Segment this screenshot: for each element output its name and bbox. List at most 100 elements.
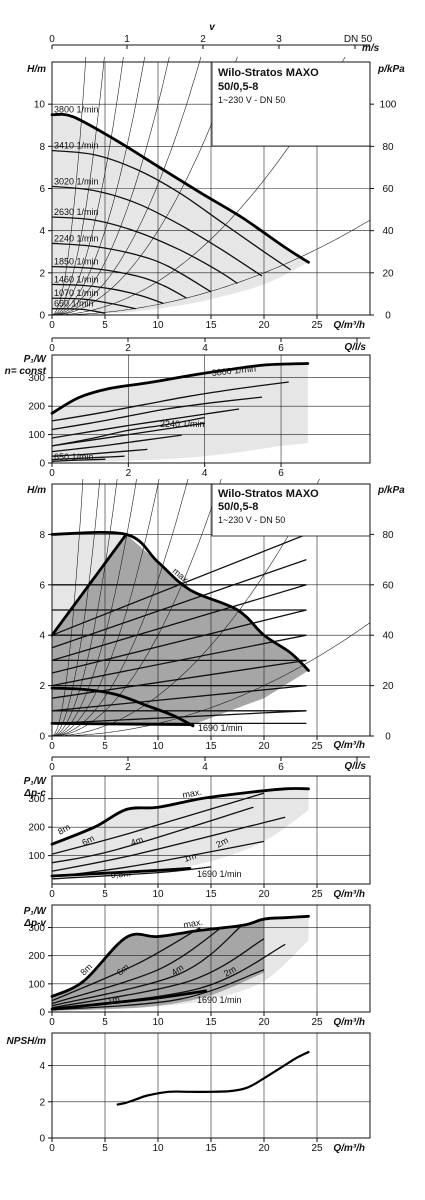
- y-tick-label: 300: [28, 794, 45, 805]
- secondary-x-axis: 0 2 4 6 Q/l/s: [49, 756, 370, 773]
- product-supply: 1~230 V - DN 50: [218, 515, 285, 525]
- y-tick-label: 100: [28, 430, 45, 441]
- y-tick-label: 100: [28, 851, 45, 862]
- ls-tick-label: 6: [278, 762, 284, 773]
- dp-c-range-area: [52, 534, 309, 725]
- ls-tick-label: 2: [125, 343, 131, 354]
- x-tick-label: 20: [258, 320, 270, 331]
- max-power-curve: [50, 914, 310, 998]
- speed-curve-label: 3410 1/min: [54, 141, 99, 151]
- y-tick-label: 0: [39, 459, 45, 470]
- speed-curve: [51, 185, 263, 277]
- x-tick-label: 25: [311, 1143, 323, 1154]
- y-tick-label: 8: [39, 142, 45, 153]
- y-tick-label: 4: [39, 226, 45, 237]
- dp-v-power-curve: [51, 969, 265, 1011]
- head-chart-control-modes: Wilo-Stratos MAXO 50/0,5-8 1~230 V - DN …: [27, 478, 405, 773]
- x-tick-label: 5: [102, 1143, 108, 1154]
- speed-curve-label: 2630 1/min: [54, 207, 99, 217]
- x-tick-label: 0: [49, 320, 55, 331]
- x-axis-title: Q/m³/h: [333, 1017, 365, 1028]
- dp-v-power-curve: [51, 938, 265, 1009]
- system-curves: [51, 56, 371, 316]
- curve-label-min: 1690 1/min: [197, 995, 242, 1005]
- x-tick-label: 0: [49, 468, 55, 479]
- system-curve: [52, 622, 371, 737]
- y-tick-label: 10: [34, 100, 46, 111]
- ls-axis-title: Q/l/s: [344, 342, 366, 353]
- speed-curve: [51, 297, 136, 310]
- x-tick-label: 10: [152, 889, 164, 900]
- secondary-x-axis: 0 2 4 6 Q/l/s: [49, 337, 370, 354]
- speed-curve-label: 1850 1/min: [54, 257, 99, 267]
- x-tick-label: 0: [49, 741, 55, 752]
- curve-label-1m: 1m: [107, 994, 121, 1006]
- x-tick-label: 15: [205, 889, 217, 900]
- x-tick-label: 20: [258, 1017, 270, 1028]
- power-chart-n-const: 3800 1/min 2240 1/min 650 1/min 0 2 4 6 0 100 20…: [5, 354, 371, 479]
- y-tick-label: 300: [28, 923, 45, 934]
- power-curve: [51, 458, 106, 462]
- velocity-symbol: v: [209, 22, 216, 33]
- ls-axis-title: Q/l/s: [344, 761, 366, 772]
- product-name: Wilo-Stratos MAXO: [218, 67, 319, 79]
- x-tick-label: 25: [311, 889, 323, 900]
- system-curve: [51, 56, 105, 316]
- speed-curve: [50, 112, 310, 264]
- dp-v-line: [51, 684, 307, 712]
- dn-label: DN 50: [344, 34, 373, 45]
- dp-v-power-curve: [51, 926, 201, 1002]
- y-axis-subtitle: Δp-v: [23, 918, 47, 929]
- ls-tick-label: 4: [202, 343, 208, 354]
- curve-label-8m: 8m: [56, 822, 72, 837]
- y-right-tick-label: 0: [385, 311, 391, 322]
- y-tick-label: 0: [39, 1134, 45, 1145]
- dp-v-boundary: [50, 533, 128, 637]
- x-tick-label: 2: [126, 468, 132, 479]
- power-curve: [51, 448, 148, 457]
- curve-label-max: max.: [183, 917, 204, 930]
- dp-c-power-curve: [51, 792, 265, 855]
- x-tick-label: 5: [102, 741, 108, 752]
- y-tick-label: 200: [28, 402, 45, 413]
- x-tick-label: 20: [258, 1143, 270, 1154]
- y-right-tick-label: 0: [385, 732, 391, 743]
- y-tick-label: 2: [39, 1097, 45, 1108]
- speed-curve-label: 3800 1/min: [54, 105, 99, 115]
- system-curve: [51, 478, 222, 737]
- system-curve: [51, 478, 101, 737]
- power-curve: [51, 408, 240, 439]
- dp-c-power-curve: [51, 816, 286, 872]
- x-tick-label: 25: [311, 320, 323, 331]
- product-model: 50/0,5-8: [218, 81, 258, 93]
- min-power-curve: [50, 867, 192, 878]
- speed-curve-label: 2240 1/min: [54, 233, 99, 243]
- x-axis-title: Q/m³/h: [333, 889, 365, 900]
- y-tick-label: 2: [39, 681, 45, 692]
- x-tick-label: 25: [311, 1017, 323, 1028]
- x-tick-label: 20: [258, 741, 270, 752]
- y-right-tick-label: 40: [382, 631, 394, 642]
- y-right-tick-label: 60: [382, 580, 394, 591]
- x-tick-label: 10: [152, 741, 164, 752]
- dp-v-line: [51, 558, 307, 649]
- system-curve: [51, 56, 87, 316]
- x-tick-label: 15: [205, 320, 217, 331]
- velocity-tick-label: 1: [124, 34, 130, 45]
- speed-curve: [51, 265, 187, 299]
- y-right-tick-label: 60: [382, 184, 394, 195]
- y-axis-title: H/m: [27, 64, 46, 75]
- system-curve: [51, 56, 170, 316]
- dp-c-power-curve: [51, 806, 254, 864]
- system-curve: [51, 56, 145, 316]
- product-box: [211, 61, 371, 147]
- x-tick-label: 0: [49, 1017, 55, 1028]
- npsh-chart: 0 5 10 15 20 25 0 2 4 NPSH/m Q/m³/h: [7, 1032, 371, 1154]
- y-tick-label: 0: [39, 732, 45, 743]
- power-curve: [51, 434, 182, 453]
- system-curve: [51, 56, 124, 316]
- dp-v-line: [51, 584, 307, 662]
